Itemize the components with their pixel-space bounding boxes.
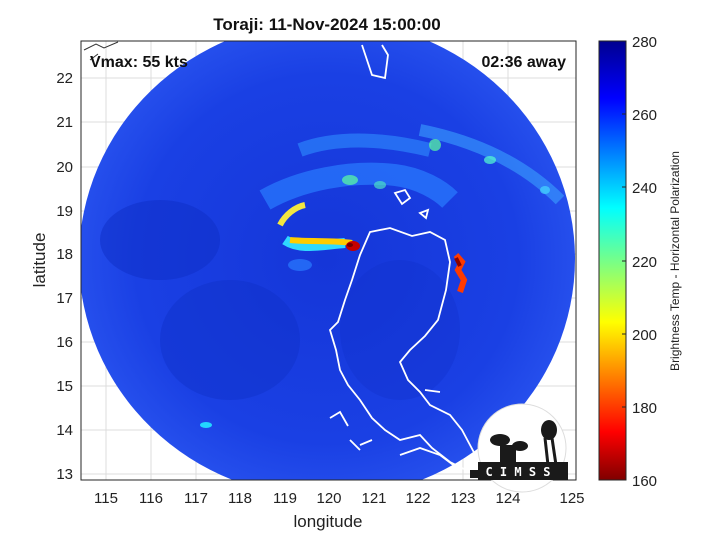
plot-title: Toraji: 11-Nov-2024 15:00:00 bbox=[213, 15, 440, 34]
colorbar-tick: 160 bbox=[632, 473, 657, 490]
y-tick-label: 17 bbox=[56, 290, 73, 307]
y-tick-labels: 22 21 20 19 18 17 16 15 14 13 bbox=[56, 70, 73, 483]
y-tick-label: 22 bbox=[56, 70, 73, 87]
y-tick-label: 16 bbox=[56, 334, 73, 351]
cimss-logo-text: C I M S S bbox=[485, 465, 550, 479]
x-tick-label: 116 bbox=[139, 490, 163, 507]
x-tick-labels: 115 116 117 118 119 120 121 122 123 124 … bbox=[94, 490, 584, 507]
y-tick-label: 13 bbox=[56, 466, 73, 483]
colorbar-tick: 200 bbox=[632, 327, 657, 344]
x-tick-label: 119 bbox=[273, 490, 297, 507]
x-axis-label: longitude bbox=[293, 512, 362, 531]
x-tick-label: 123 bbox=[450, 490, 475, 507]
x-tick-label: 117 bbox=[184, 490, 208, 507]
x-tick-label: 124 bbox=[495, 490, 520, 507]
colorbar: 280 260 240 220 200 180 160 Brightness T… bbox=[599, 34, 682, 490]
colorbar-tick: 260 bbox=[632, 107, 657, 124]
colorbar-tick: 180 bbox=[632, 400, 657, 417]
colorbar-tick: 280 bbox=[632, 34, 657, 51]
x-tick-label: 115 bbox=[94, 490, 118, 507]
colorbar-tick: 240 bbox=[632, 180, 657, 197]
y-axis-label: latitude bbox=[30, 233, 49, 288]
colorbar-tick: 220 bbox=[632, 254, 657, 271]
x-tick-label: 118 bbox=[228, 490, 252, 507]
vmax-label: Vmax: 55 kts bbox=[90, 54, 188, 71]
x-tick-label: 122 bbox=[405, 490, 430, 507]
x-tick-label: 120 bbox=[316, 490, 341, 507]
y-tick-label: 18 bbox=[56, 246, 73, 263]
x-tick-label: 125 bbox=[559, 490, 584, 507]
y-tick-label: 19 bbox=[56, 203, 73, 220]
y-tick-label: 21 bbox=[56, 114, 73, 131]
x-tick-label: 121 bbox=[361, 490, 386, 507]
y-tick-label: 14 bbox=[56, 422, 73, 439]
y-tick-label: 15 bbox=[56, 378, 73, 395]
time-away-label: 02:36 away bbox=[481, 54, 566, 71]
colorbar-label: Brightness Temp - Horizontal Polarizatio… bbox=[668, 151, 682, 371]
y-tick-label: 20 bbox=[56, 159, 73, 176]
colorbar-gradient bbox=[599, 41, 626, 480]
